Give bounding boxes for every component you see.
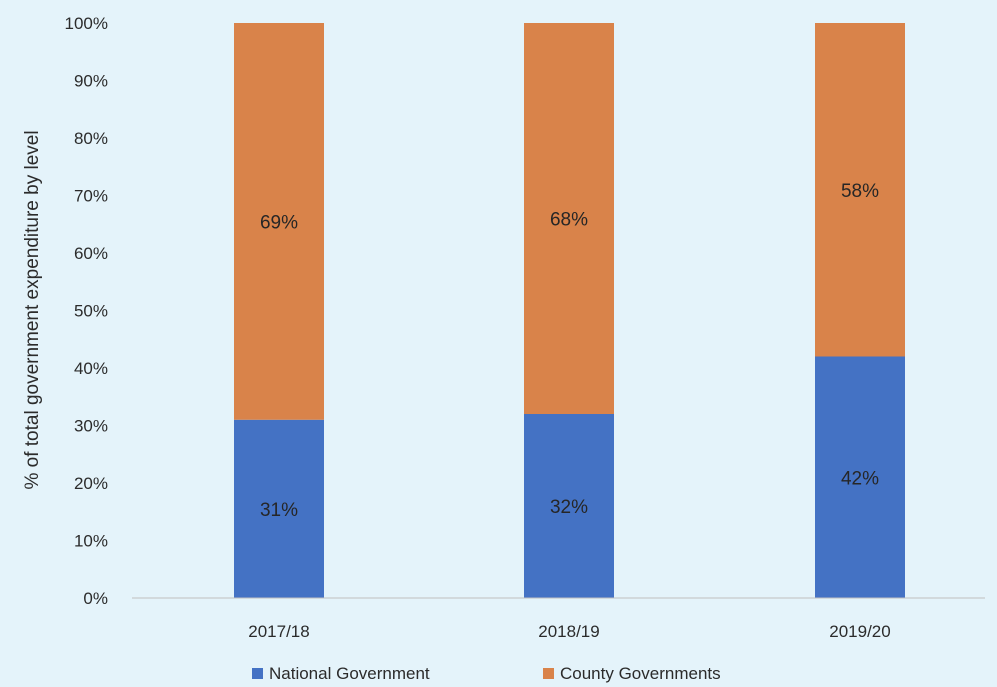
y-axis-ticks: 0% 10% 20% 30% 40% 50% 60% 70% 80% 90% 100% (65, 14, 108, 608)
legend-swatch (543, 668, 554, 679)
bar-segment-national (234, 419, 324, 598)
data-label: 68% (550, 210, 588, 231)
y-tick-label: 20% (74, 474, 108, 493)
y-tick-label: 70% (74, 187, 108, 206)
data-label: 58% (841, 181, 879, 202)
data-label: 32% (550, 497, 588, 518)
bar-segment-county (234, 23, 324, 420)
bar-segment-national (815, 356, 905, 598)
y-tick-label: 100% (65, 14, 108, 33)
y-tick-label: 30% (74, 417, 108, 436)
data-label: 31% (260, 500, 298, 521)
x-category-label: 2019/20 (829, 622, 890, 641)
data-label: 69% (260, 212, 298, 233)
y-tick-label: 10% (74, 532, 108, 551)
bar-segment-national (524, 414, 614, 598)
legend-label: County Governments (560, 664, 721, 683)
legend: National Government County Governments (252, 664, 721, 683)
bars: 31% 69% 32% 68% 42% 58% (234, 23, 905, 598)
bar-segment-county (815, 23, 905, 357)
y-tick-label: 80% (74, 129, 108, 148)
y-tick-label: 90% (74, 72, 108, 91)
x-category-label: 2017/18 (248, 622, 309, 641)
x-axis-categories: 2017/18 2018/19 2019/20 (248, 622, 890, 641)
data-label: 42% (841, 468, 879, 489)
y-tick-label: 0% (83, 589, 108, 608)
bar-segment-county (524, 23, 614, 414)
y-tick-label: 60% (74, 244, 108, 263)
legend-label: National Government (269, 664, 430, 683)
y-axis-label: % of total government expenditure by lev… (22, 130, 43, 489)
x-category-label: 2018/19 (538, 622, 599, 641)
legend-swatch (252, 668, 263, 679)
y-tick-label: 40% (74, 359, 108, 378)
y-tick-label: 50% (74, 302, 108, 321)
